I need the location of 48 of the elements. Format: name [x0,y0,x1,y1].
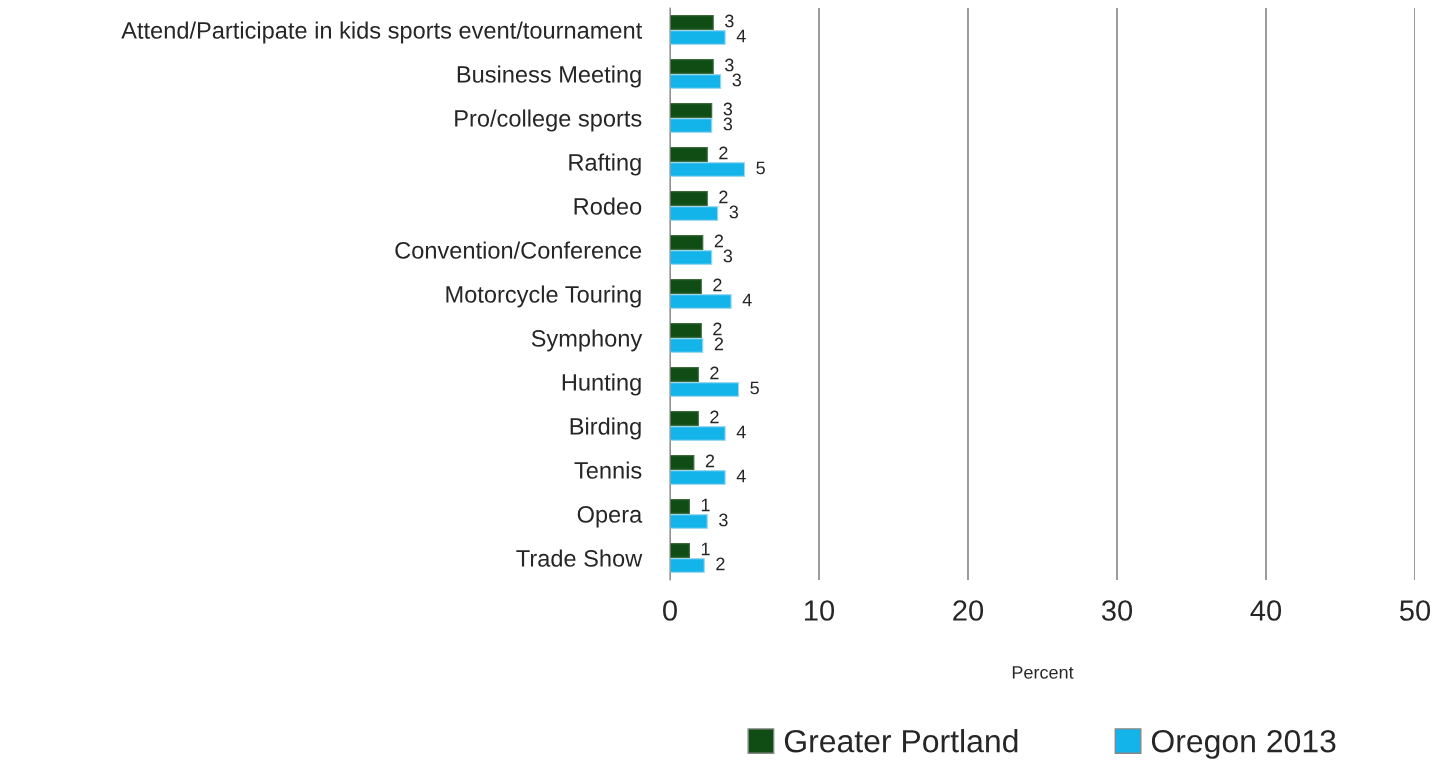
y-tick-label: Birding [570,417,641,440]
x-tick-label: 40 [1250,600,1282,621]
data-label: 2 [714,234,724,248]
data-label: 3 [732,73,742,87]
data-label: 4 [736,425,746,439]
y-tick-label: Business Meeting [457,65,641,88]
data-label: 3 [729,205,739,219]
data-label: 3 [723,249,733,263]
x-tick-label: 30 [1101,600,1133,621]
y-tick-label: Hunting [562,373,641,396]
data-label: 3 [725,14,734,28]
data-label: 2 [710,366,719,380]
y-tick-label: Trade Show [516,549,643,567]
legend-label: Greater Portland [784,729,1018,753]
data-label: 3 [723,117,733,131]
y-tick-label: Rodeo [574,197,642,215]
x-tick-label: 50 [1399,600,1431,621]
y-tick-label: Attend/Participate in kids sports event/tournament [121,21,643,44]
data-label: 4 [742,293,752,307]
data-label: 2 [713,278,722,292]
y-tick-label: Rafting [569,153,641,176]
data-label: 3 [723,102,733,116]
data-label: 3 [725,58,734,72]
y-tick-label: Opera [577,506,643,528]
data-label: 2 [713,322,722,336]
data-label: 2 [705,454,715,468]
data-label: 2 [714,337,724,351]
data-label: 4 [736,29,746,43]
legend-label: Oregon 2013 [1151,729,1336,759]
data-label: 2 [719,146,728,160]
x-tick-label: 10 [805,600,835,621]
data-label: 5 [756,161,765,175]
y-tick-label: Symphony [531,329,643,352]
data-label: 2 [710,410,719,424]
x-axis-title: Percent [1012,666,1074,679]
x-tick-label: 0 [663,600,677,621]
data-label: 1 [701,498,710,512]
y-tick-label: Pro/college sports [455,109,642,132]
data-label: 2 [716,557,725,571]
data-label: 2 [719,190,728,204]
y-tick-label: Tennis [574,461,642,479]
data-label: 1 [701,542,710,556]
data-label: 4 [736,469,746,483]
x-tick-label: 20 [953,600,984,621]
y-tick-label: Convention/Conference [395,241,642,259]
data-label: 5 [750,381,759,395]
y-tick-label: Motorcycle Touring [446,285,641,308]
data-label: 3 [719,513,728,527]
